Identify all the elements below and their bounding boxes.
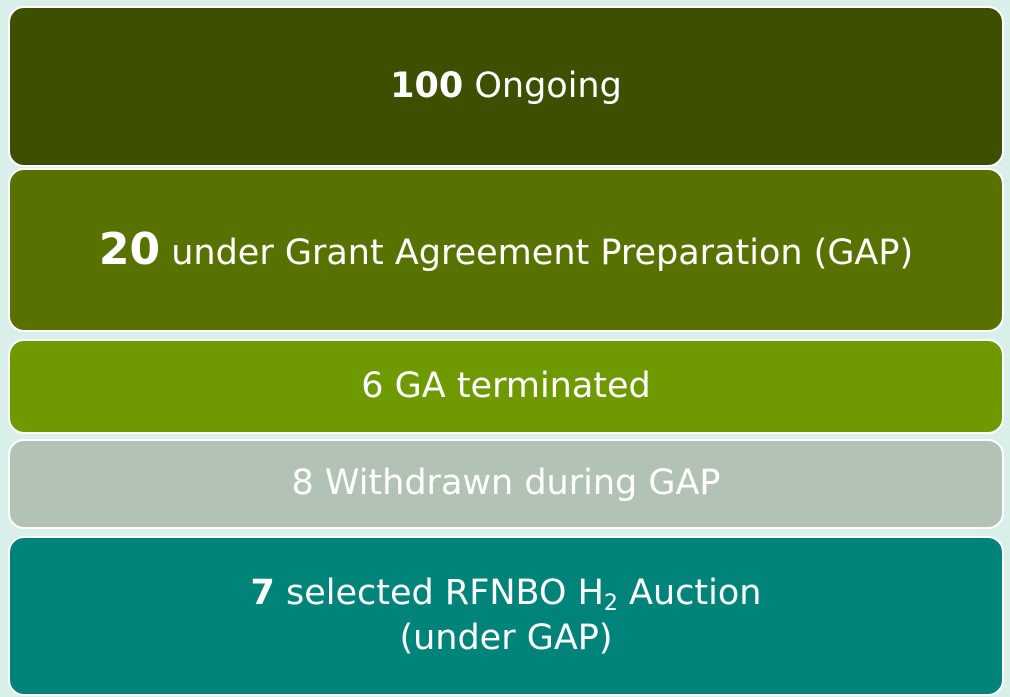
box-number: 20 <box>98 224 161 276</box>
box-text: 8 Withdrawn during GAP <box>291 461 720 507</box>
box-text: (under GAP) <box>399 616 612 662</box>
box-text: 100 Ongoing <box>390 64 622 110</box>
box-number: 6 <box>361 365 384 406</box>
box-label: (under GAP) <box>399 618 613 658</box>
status-box: 20 under Grant Agreement Preparation (GA… <box>8 168 1004 332</box>
status-box: 8 Withdrawn during GAP <box>8 439 1004 529</box>
box-label: Withdrawn during GAP <box>324 463 721 504</box>
status-box: 100 Ongoing <box>8 6 1004 167</box>
box-text: 7 selected RFNBO H2 Auction <box>251 571 762 617</box>
box-label: under Grant Agreement Preparation (GAP) <box>171 233 914 274</box>
box-number: 100 <box>390 65 464 106</box>
box-subscript: 2 <box>603 590 618 616</box>
box-label: Ongoing <box>474 65 622 106</box>
status-box: 7 selected RFNBO H2 Auction (under GAP) <box>8 536 1004 696</box>
box-number: 8 <box>291 463 314 504</box>
box-text: 6 GA terminated <box>361 364 651 410</box>
box-label: GA terminated <box>394 365 651 406</box>
box-text: 20 under Grant Agreement Preparation (GA… <box>99 221 913 278</box>
box-number: 7 <box>250 572 275 613</box>
status-box: 6 GA terminated <box>8 339 1004 434</box>
box-label: Auction <box>629 572 762 613</box>
box-label: selected RFNBO H <box>286 572 604 613</box>
